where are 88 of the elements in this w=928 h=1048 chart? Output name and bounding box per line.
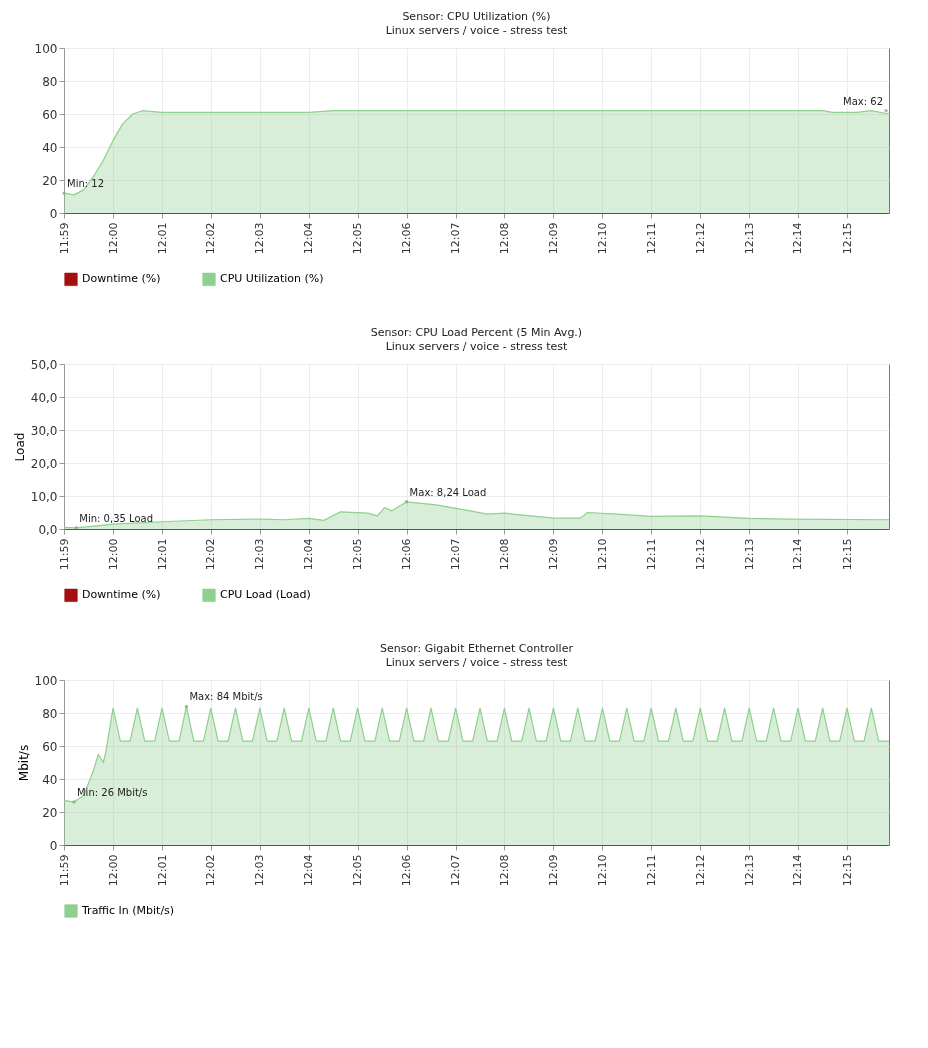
x-tick-label: 12:09 [546,854,560,887]
x-tick-label: 12:11 [644,538,658,571]
x-tick-label: 12:08 [497,222,511,255]
x-tick-label: 12:04 [302,854,316,887]
y-tick-label: 0,0 [38,522,58,537]
x-tick-label: 12:02 [204,222,218,255]
y-tick-label: 0 [49,206,58,221]
x-tick-label: 12:03 [253,854,267,887]
x-tick-label: 12:11 [644,854,658,887]
x-tick-label: 12:07 [449,538,463,571]
x-tick-label: 12:10 [595,222,609,255]
y-tick-label: 0 [49,838,58,853]
x-tick-label: 12:12 [693,538,707,571]
x-tick-label: 12:05 [351,538,365,571]
x-tick-label: 12:01 [155,854,169,887]
x-tick-label: 12:00 [106,854,120,887]
x-tick-label: 12:13 [742,538,756,571]
y-tick-label: 80 [42,74,58,89]
legend-label: Traffic In (Mbit/s) [81,904,175,917]
legend-label: CPU Load (Load) [220,588,311,602]
x-tick-label: 12:07 [449,854,463,887]
x-tick-label: 12:04 [302,538,316,571]
x-tick-label: 12:12 [693,854,707,887]
x-tick-label: 12:14 [791,222,805,255]
x-tick-label: 12:10 [595,538,609,571]
y-tick-label: 20,0 [30,456,58,471]
legend-label: Downtime (%) [82,272,161,286]
y-axis-title: Mbit/s [16,744,31,782]
y-tick-label: 10,0 [30,489,58,504]
x-tick-label: 12:07 [449,222,463,255]
x-tick-label: 11:59 [57,854,71,887]
x-tick-label: 12:05 [351,222,365,255]
annotation: Min: 26 Mbit/s [76,787,148,799]
x-tick-label: 12:05 [351,854,365,887]
x-tick-label: 12:09 [546,222,560,255]
x-tick-label: 12:13 [742,854,756,887]
x-tick-label: 12:04 [302,222,316,255]
x-tick-label: 12:08 [497,854,511,887]
y-tick-label: 20 [42,805,58,820]
chart-subtitle: Linux servers / voice - stress test [385,340,568,353]
y-tick-label: 100 [34,41,58,56]
x-tick-label: 12:15 [840,854,854,887]
y-tick-label: 100 [34,673,58,688]
x-tick-label: 12:14 [791,854,805,887]
legend-label: CPU Utilization (%) [220,272,324,286]
x-tick-label: 12:01 [155,222,169,255]
x-tick-label: 12:06 [400,222,414,255]
y-tick-label: 80 [42,706,58,721]
chart-title: Sensor: CPU Load Percent (5 Min Avg.) [370,326,583,339]
x-tick-label: 12:15 [840,222,854,255]
x-tick-label: 12:01 [155,538,169,571]
chart-subtitle: Linux servers / voice - stress test [385,24,568,37]
y-tick-label: 30,0 [30,423,58,438]
x-tick-label: 12:03 [253,222,267,255]
annotation: Max: 62 [843,95,884,107]
x-tick-label: 12:02 [204,538,218,571]
x-tick-label: 12:00 [106,222,120,255]
x-tick-label: 12:09 [546,538,560,571]
x-tick-label: 12:02 [204,854,218,887]
annotation: Max: 8,24 Load [409,486,487,498]
x-tick-label: 12:14 [791,538,805,571]
y-tick-label: 20 [42,173,58,188]
x-tick-label: 12:11 [644,222,658,255]
y-tick-label: 50,0 [30,357,58,372]
x-tick-label: 12:12 [693,222,707,255]
x-tick-label: 12:06 [400,854,414,887]
y-tick-label: 40,0 [30,390,58,405]
x-tick-label: 12:03 [253,538,267,571]
x-tick-label: 11:59 [57,538,71,571]
chart-title: Sensor: CPU Utilization (%) [402,10,551,23]
chart-title: Sensor: Gigabit Ethernet Controller [380,642,574,655]
y-tick-label: 40 [42,140,58,155]
y-axis-title: Load [12,432,27,462]
y-tick-label: 40 [42,772,58,787]
x-tick-label: 12:10 [595,854,609,887]
legend-label: Downtime (%) [82,588,161,602]
annotation: Min: 12 [67,178,105,190]
x-tick-label: 12:13 [742,222,756,255]
x-tick-label: 12:08 [497,538,511,571]
x-tick-label: 11:59 [57,222,71,255]
x-tick-label: 12:06 [400,538,414,571]
annotation: Max: 84 Mbit/s [189,691,263,703]
x-tick-label: 12:00 [106,538,120,571]
annotation: Min: 0,35 Load [79,512,154,524]
x-tick-label: 12:15 [840,538,854,571]
chart-subtitle: Linux servers / voice - stress test [385,656,568,669]
y-tick-label: 60 [42,107,58,122]
y-tick-label: 60 [42,739,58,754]
